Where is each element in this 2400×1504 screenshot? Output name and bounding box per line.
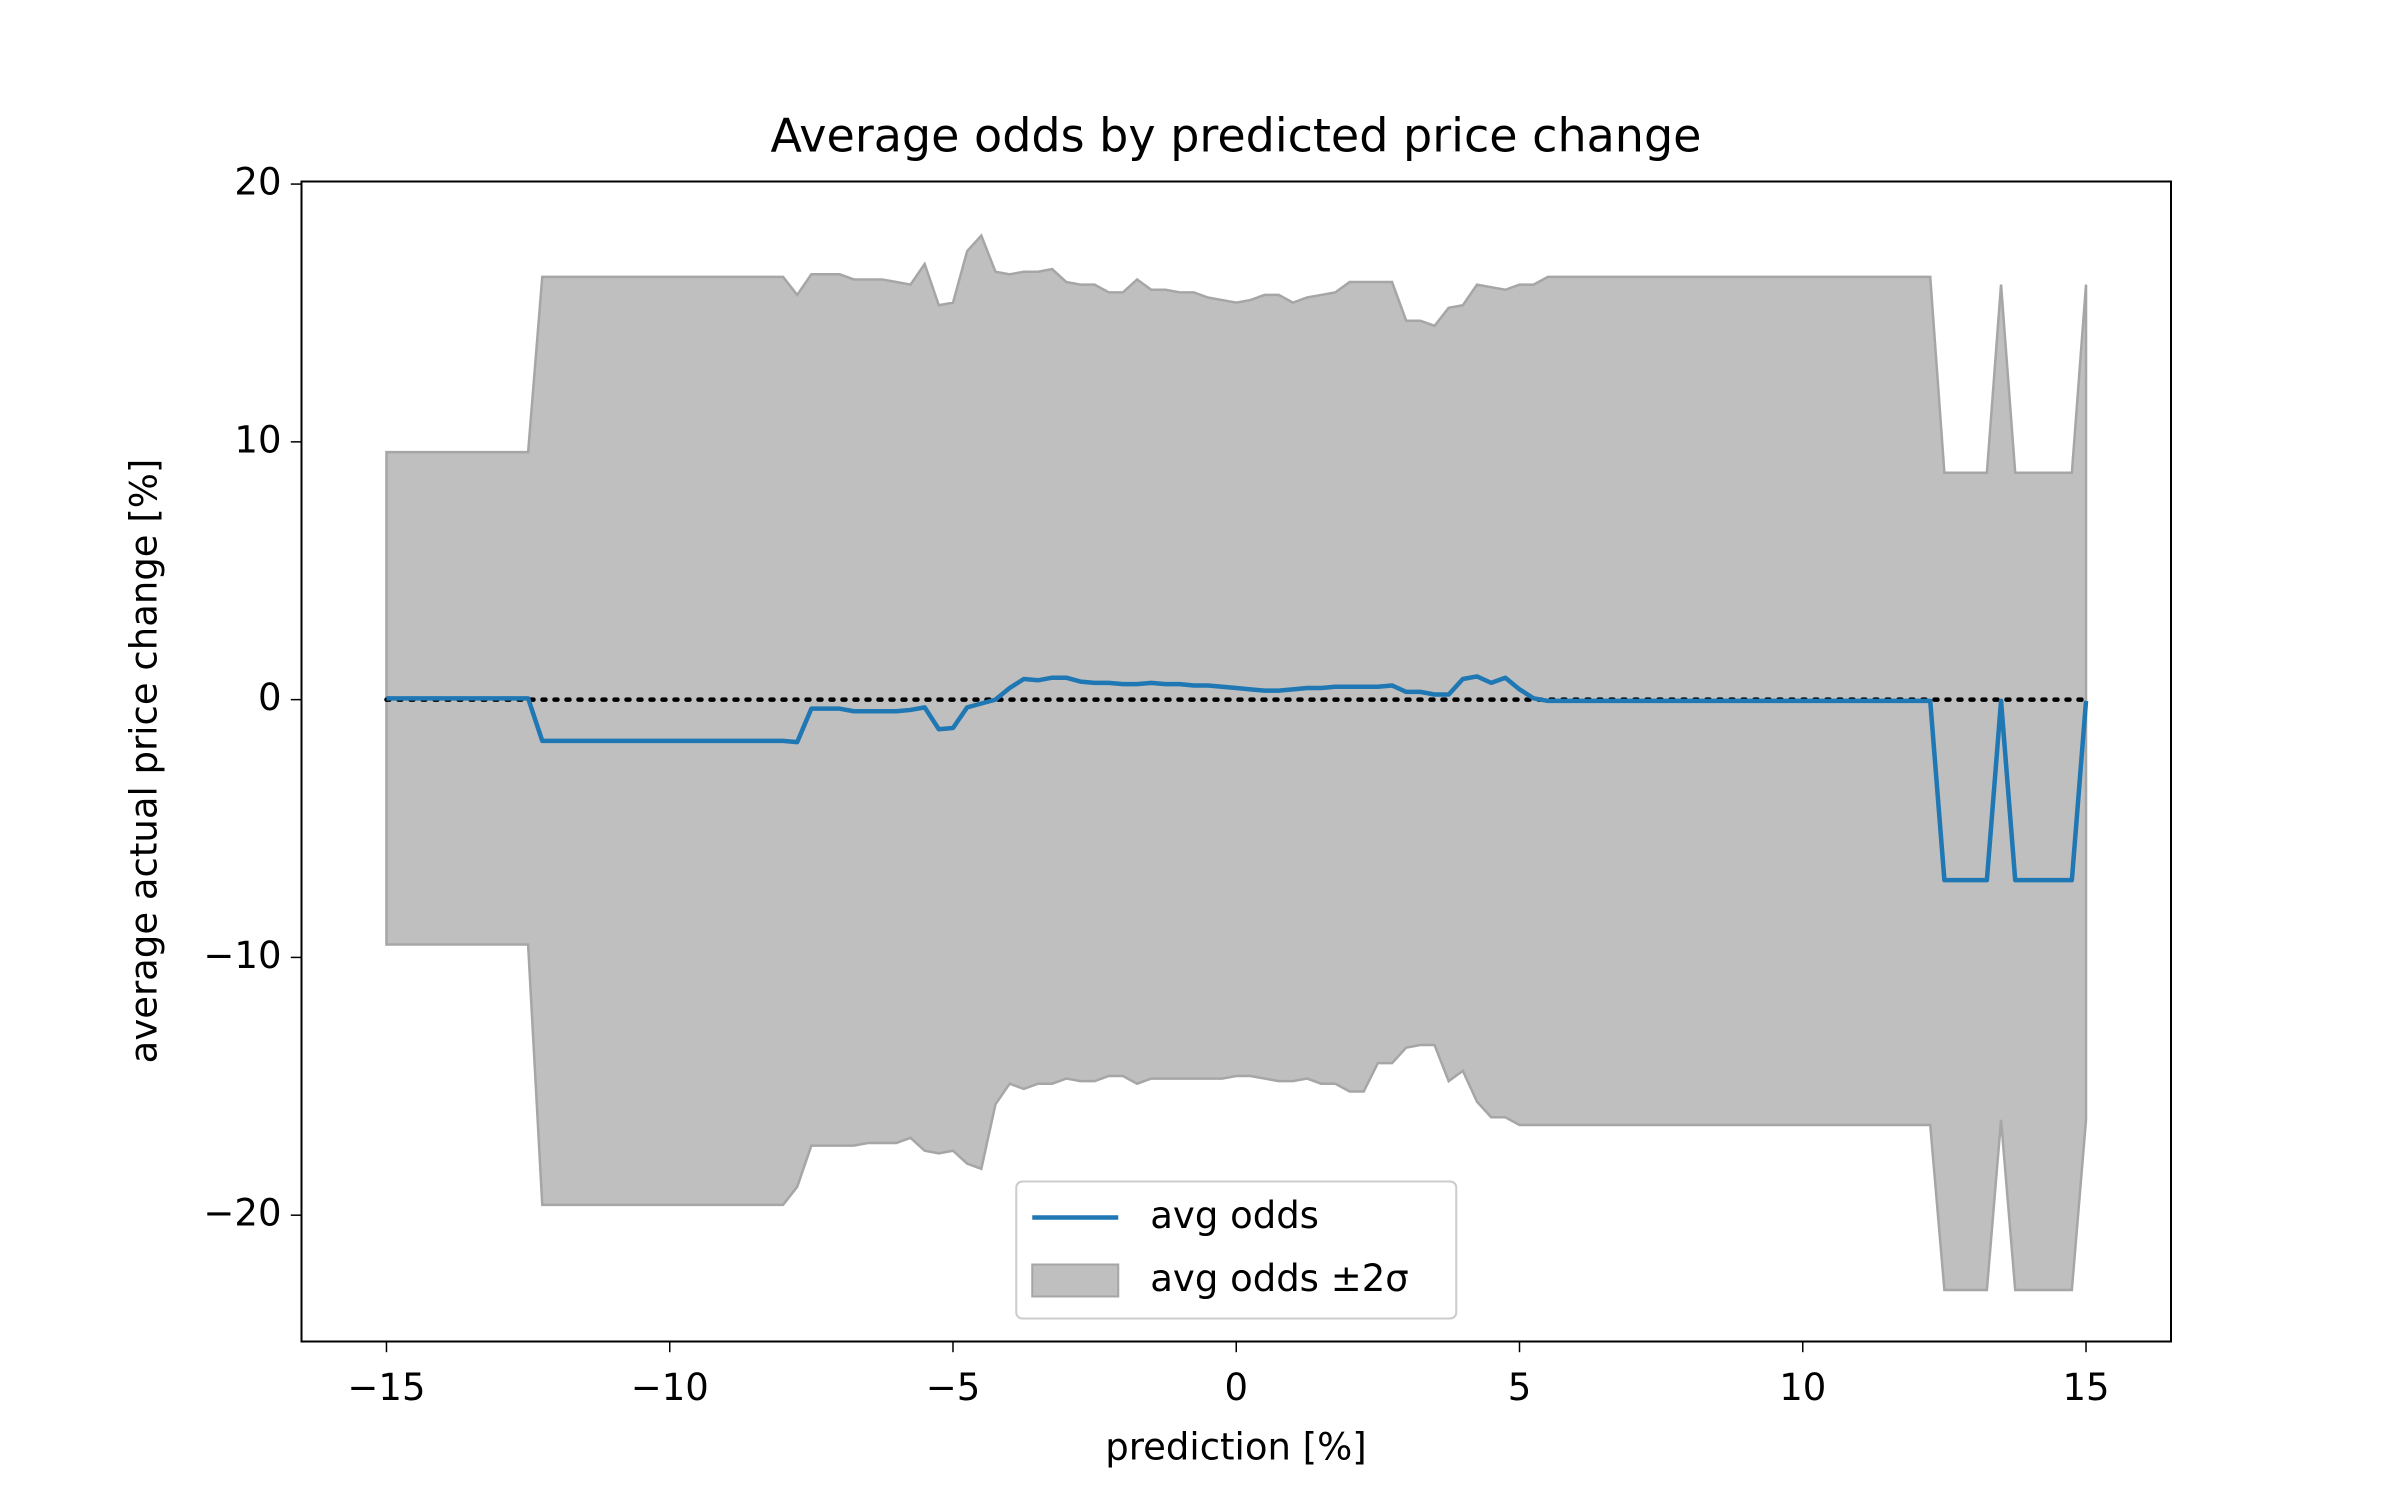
x-tick-label: 15 [2062, 1366, 2109, 1409]
band [385, 233, 2088, 1292]
x-tick-label: 10 [1779, 1366, 1826, 1409]
y-tick-label: −20 [203, 1192, 281, 1235]
y-tick-label: 0 [258, 676, 282, 719]
y-tick-label: 20 [234, 161, 281, 204]
legend-swatch [1031, 1263, 1120, 1298]
x-tick-label: 5 [1508, 1366, 1532, 1409]
x-axis-label: prediction [%] [1105, 1426, 1366, 1469]
x-tick-label: −10 [631, 1366, 709, 1409]
x-tick-label: −5 [926, 1366, 981, 1409]
y-axis-label: average actual price change [%] [123, 459, 166, 1064]
x-tick-label: 0 [1224, 1366, 1248, 1409]
y-tick-label: 10 [234, 418, 281, 461]
legend-label: avg odds ±2σ [1150, 1257, 1408, 1300]
line [386, 674, 2089, 883]
legend-label: avg odds [1150, 1194, 1319, 1237]
legend-frame [1015, 1180, 1458, 1320]
x-tick-label: −15 [347, 1366, 425, 1409]
legend: avg odds avg odds ±2σ [1015, 1180, 1458, 1320]
chart-title: Average odds by predicted price change [771, 109, 1702, 163]
y-tick-label: −10 [203, 934, 281, 977]
